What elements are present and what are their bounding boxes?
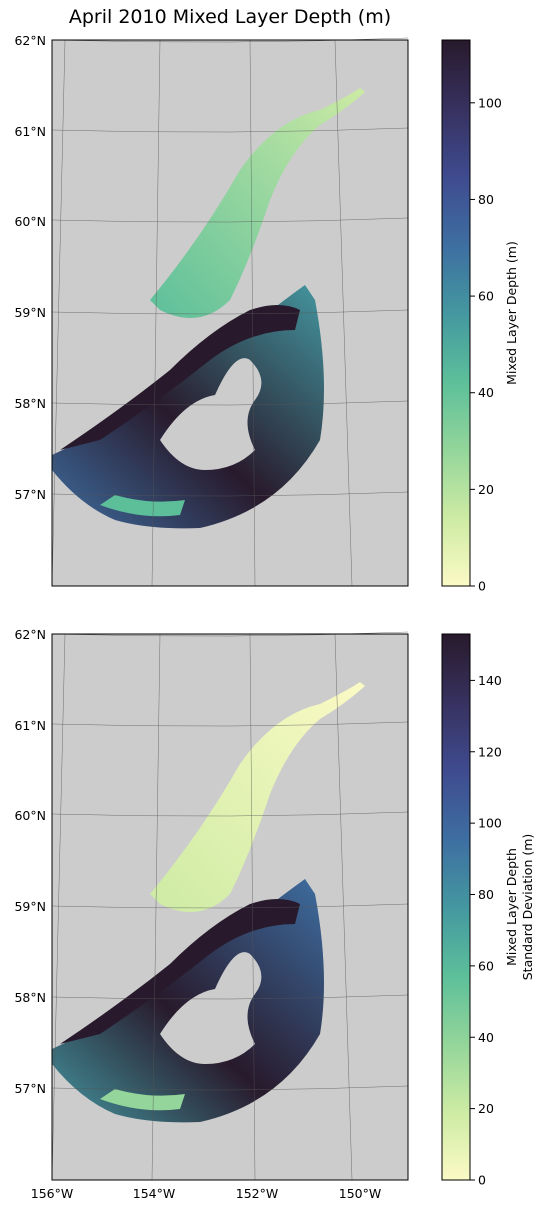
map-panel-std: 62°N 61°N 60°N 59°N 58°N 57°N 156°W 154°… bbox=[14, 627, 409, 1201]
graticule bbox=[51, 631, 409, 1181]
latitude-tick-labels: 62°N 61°N 60°N 59°N 58°N 57°N bbox=[14, 627, 46, 1096]
map-frame bbox=[51, 633, 409, 1181]
latitude-tick-labels: 62°N 61°N 60°N 59°N 58°N 57°N bbox=[14, 33, 46, 502]
colorbar-std-ticks: 0 20 40 60 80 100 120 140 bbox=[470, 673, 502, 1188]
kodiak-island bbox=[160, 952, 262, 1064]
colorbar-mean-ticks: 0 20 40 60 80 100 bbox=[470, 95, 502, 594]
colorbar-mean-tick-label: 20 bbox=[478, 482, 494, 497]
figure-title: April 2010 Mixed Layer Depth (m) bbox=[68, 6, 392, 28]
colorbar-std-tick-label: 140 bbox=[478, 673, 502, 688]
lat-label-57: 57°N bbox=[14, 487, 46, 502]
colorbar-std-tick-label: 120 bbox=[478, 744, 502, 759]
colorbar-mean-tick-label: 80 bbox=[478, 192, 494, 207]
map-frame bbox=[51, 39, 409, 587]
colorbar-std: 0 20 40 60 80 100 120 140 Mixed Layer Depth Sta… bbox=[441, 633, 535, 1188]
colorbar-std-tick-label: 100 bbox=[478, 816, 502, 831]
colorbar-std-bar bbox=[441, 633, 471, 1181]
lat-label-60: 60°N bbox=[14, 808, 46, 823]
colorbar-mean: 0 20 40 60 80 100 Mixed Layer Depth (m) bbox=[441, 39, 519, 594]
lat-label-59: 59°N bbox=[14, 899, 46, 914]
lon-label-156: 156°W bbox=[31, 1186, 73, 1201]
colorbar-mean-tick-label: 60 bbox=[478, 289, 494, 304]
colorbar-std-tick-label: 20 bbox=[478, 1101, 494, 1116]
kodiak-island bbox=[160, 358, 262, 470]
colorbar-mean-tick-label: 100 bbox=[478, 95, 502, 110]
deep-channel bbox=[60, 305, 300, 450]
colorbar-std-tick-label: 40 bbox=[478, 1030, 494, 1045]
lon-label-152: 152°W bbox=[236, 1186, 278, 1201]
longitude-tick-labels: 156°W 154°W 152°W 150°W bbox=[31, 1186, 381, 1201]
lat-label-61: 61°N bbox=[14, 718, 46, 733]
lat-label-62: 62°N bbox=[14, 33, 46, 48]
colorbar-std-tick-label: 0 bbox=[478, 1173, 486, 1188]
lat-label-58: 58°N bbox=[14, 990, 46, 1005]
colorbar-mean-label: Mixed Layer Depth (m) bbox=[504, 241, 519, 385]
shelf-shallow bbox=[100, 495, 185, 517]
colorbar-mean-tick-label: 0 bbox=[478, 579, 486, 594]
colorbar-mean-tick-label: 40 bbox=[478, 385, 494, 400]
colorbar-std-tick-label: 60 bbox=[478, 958, 494, 973]
colorbar-std-label-line1: Mixed Layer Depth bbox=[504, 848, 519, 966]
colorbar-mean-bar bbox=[441, 39, 471, 587]
lat-label-60: 60°N bbox=[14, 214, 46, 229]
ocean-field bbox=[52, 682, 365, 1123]
lat-label-61: 61°N bbox=[14, 124, 46, 139]
ocean-domain-wedge bbox=[52, 879, 324, 1123]
ocean-domain-wedge bbox=[52, 285, 324, 529]
ocean-field bbox=[52, 88, 365, 529]
lat-label-59: 59°N bbox=[14, 305, 46, 320]
lon-label-150: 150°W bbox=[339, 1186, 381, 1201]
lat-label-58: 58°N bbox=[14, 396, 46, 411]
lat-label-62: 62°N bbox=[14, 627, 46, 642]
lon-label-154: 154°W bbox=[133, 1186, 175, 1201]
map-panel-mean: 62°N 61°N 60°N 59°N 58°N 57°N bbox=[14, 33, 409, 587]
trinity-islands bbox=[115, 1129, 144, 1145]
colorbar-std-label-line2: Standard Deviation (m) bbox=[520, 834, 535, 981]
islands bbox=[115, 358, 262, 551]
deep-channel bbox=[60, 899, 300, 1044]
cook-inlet bbox=[150, 682, 365, 912]
shelf-shallow bbox=[100, 1089, 185, 1111]
colorbar-std-tick-label: 80 bbox=[478, 887, 494, 902]
lat-label-57: 57°N bbox=[14, 1081, 46, 1096]
trinity-islands bbox=[115, 535, 144, 551]
islands bbox=[115, 952, 262, 1145]
cook-inlet bbox=[150, 88, 365, 318]
